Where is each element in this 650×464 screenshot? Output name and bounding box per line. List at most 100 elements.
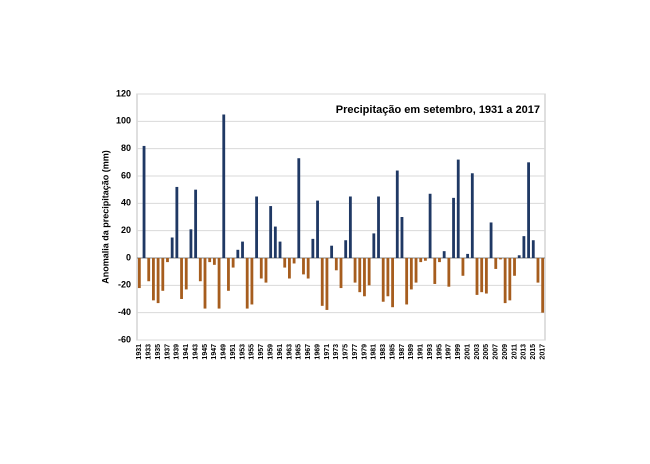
bar <box>466 253 470 258</box>
bar <box>161 258 165 291</box>
y-tick-label: 120 <box>116 88 131 98</box>
bar <box>531 240 535 258</box>
y-tick-label: 20 <box>121 225 131 235</box>
y-tick-label: 0 <box>126 252 131 262</box>
x-tick-label: 1981 <box>371 344 378 360</box>
x-tick-label: 1947 <box>211 344 218 360</box>
bar <box>522 236 526 258</box>
bar <box>156 258 160 304</box>
bar <box>405 258 409 305</box>
x-tick-label: 1961 <box>277 344 284 360</box>
bar <box>475 258 479 295</box>
bar <box>325 258 329 310</box>
bar <box>330 245 334 258</box>
x-tick-label: 1971 <box>324 344 331 360</box>
x-tick-label: 1959 <box>267 344 274 360</box>
x-tick-label: 1993 <box>427 344 434 360</box>
x-tick-label: 1931 <box>136 344 143 360</box>
x-tick-label: 2013 <box>521 344 528 360</box>
bar <box>377 196 380 258</box>
bar <box>424 258 427 261</box>
x-tick-label: 1979 <box>361 344 368 360</box>
x-tick-label: 1965 <box>296 344 303 360</box>
y-tick-label: 100 <box>116 116 131 126</box>
bar <box>306 258 310 279</box>
bar <box>316 200 319 258</box>
x-tick-label: 1975 <box>343 344 350 360</box>
bar <box>166 258 169 263</box>
x-tick-label: 2017 <box>539 344 546 360</box>
bar <box>311 238 315 258</box>
bar <box>358 258 362 293</box>
bar <box>320 258 324 306</box>
x-tick-label: 2009 <box>502 344 509 360</box>
bar <box>494 258 498 269</box>
bar <box>259 258 263 279</box>
plot-frame <box>136 93 546 341</box>
x-tick-label: 1963 <box>286 344 293 360</box>
bar <box>152 258 155 301</box>
bar <box>194 189 198 258</box>
x-tick-label: 1943 <box>192 344 199 360</box>
bar <box>212 258 216 265</box>
chart-title: Precipitação em setembro, 1931 a 2017 <box>336 104 540 116</box>
x-tick-label: 1983 <box>380 344 387 360</box>
bar <box>419 258 423 263</box>
bar <box>255 196 258 258</box>
x-tick-label: 2003 <box>474 344 481 360</box>
bar <box>283 258 287 268</box>
bar <box>353 258 357 283</box>
x-tick-label: 1945 <box>202 344 209 360</box>
bar <box>348 196 352 258</box>
bar <box>381 258 385 302</box>
bar <box>541 258 545 313</box>
bar <box>395 170 399 258</box>
bar <box>391 258 394 308</box>
x-tick-label: 1935 <box>155 344 162 360</box>
x-tick-label: 1989 <box>408 344 415 360</box>
bar <box>245 258 249 309</box>
x-tick-label: 1967 <box>305 344 312 360</box>
bar <box>227 258 230 291</box>
bar <box>231 258 235 268</box>
y-tick-label: -40 <box>118 307 131 317</box>
bar <box>470 173 474 258</box>
x-tick-label: 1957 <box>258 344 265 360</box>
bar <box>175 186 179 258</box>
bar <box>273 226 277 258</box>
bar <box>208 258 212 263</box>
x-tick-label: 2005 <box>483 344 490 360</box>
x-tick-label: 1933 <box>146 344 153 360</box>
bar <box>428 193 432 258</box>
y-tick-label: 40 <box>121 198 131 208</box>
bar <box>288 258 291 279</box>
x-tick-label: 2007 <box>493 344 500 360</box>
bar <box>222 114 226 258</box>
bar <box>484 258 488 294</box>
bar <box>508 258 512 301</box>
x-tick-label: 1997 <box>446 344 453 360</box>
bar <box>269 206 273 258</box>
x-tick-label: 1949 <box>221 344 228 360</box>
bar <box>217 258 221 309</box>
bar <box>363 258 366 297</box>
x-tick-label: 1953 <box>239 344 246 360</box>
bar <box>184 258 188 290</box>
bar <box>456 159 460 258</box>
y-tick-label: -60 <box>118 334 131 344</box>
x-tick-label: 1985 <box>389 344 396 360</box>
y-tick-label: 80 <box>121 143 131 153</box>
bar <box>147 258 151 282</box>
x-tick-label: 1939 <box>174 344 181 360</box>
bar <box>442 251 446 258</box>
bar <box>372 233 376 258</box>
bar <box>452 197 455 258</box>
x-tick-label: 2001 <box>464 344 471 360</box>
x-tick-label: 1973 <box>333 344 340 360</box>
bar <box>461 258 465 276</box>
x-tick-label: 1999 <box>455 344 462 360</box>
y-tick-label: 60 <box>121 170 131 180</box>
x-tick-label: 1941 <box>183 344 190 360</box>
x-tick-label: 2015 <box>530 344 537 360</box>
bar <box>513 258 516 276</box>
